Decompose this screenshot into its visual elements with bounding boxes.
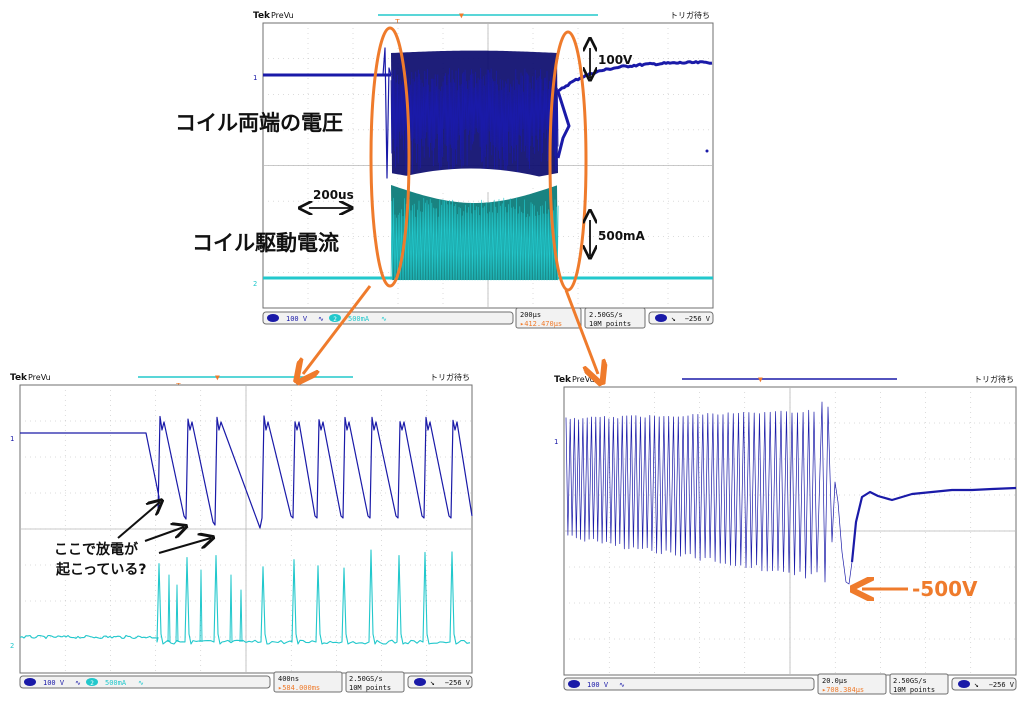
mode-label: PreVu bbox=[271, 11, 294, 20]
mode-label: PreVu bbox=[28, 373, 51, 382]
ch1-badge bbox=[568, 680, 580, 688]
channel-status-box[interactable] bbox=[563, 677, 815, 691]
brand-label: Tek bbox=[554, 375, 572, 385]
waveforms bbox=[565, 401, 1017, 585]
trigger-status: トリガ待ち bbox=[974, 374, 1014, 384]
ch1-ground-marker: 1 bbox=[554, 438, 558, 446]
ch2-spike bbox=[199, 569, 203, 643]
falling-edge-icon: ↘ bbox=[671, 314, 676, 323]
mode-label: PreVu bbox=[572, 375, 595, 384]
ch1-badge bbox=[24, 678, 36, 686]
ch2-scale: 500mA bbox=[348, 315, 370, 323]
time-span-label: 200us bbox=[313, 188, 354, 202]
trigger-position: ▸412.470µs bbox=[520, 320, 562, 328]
bw-icon-ch2: ∿ bbox=[138, 679, 144, 687]
ch1-ground-marker: 1 bbox=[10, 435, 14, 443]
bottom-left-scope-screen: Tek PreVu トリガ待ち T ▼ 1 2 100 V ∿ 2 500mA … bbox=[8, 370, 478, 695]
waveforms bbox=[263, 47, 713, 281]
trigger-ch-badge bbox=[958, 680, 970, 688]
trigger-box[interactable] bbox=[951, 677, 1017, 691]
ch2-trace bbox=[19, 549, 471, 645]
ch1-trace bbox=[565, 401, 1017, 585]
ch1-scale: 100 V bbox=[43, 679, 65, 687]
ch2-ground-marker: 2 bbox=[253, 280, 257, 288]
trigger-level: −256 V bbox=[989, 681, 1015, 689]
timebase-box[interactable] bbox=[273, 671, 343, 693]
ch1-badge bbox=[267, 314, 279, 322]
timebase-box[interactable] bbox=[817, 673, 887, 695]
sample-rate: 2.50GS/s bbox=[893, 677, 927, 685]
timebase: 400ns bbox=[278, 675, 299, 683]
trigger-level: −256 V bbox=[445, 679, 471, 687]
waveforms bbox=[19, 415, 473, 645]
ch1-scale: 100 V bbox=[587, 681, 609, 689]
trigger-level: −256 V bbox=[685, 315, 711, 323]
ch2-spike bbox=[167, 574, 171, 643]
trigger-status: トリガ待ち bbox=[430, 372, 470, 382]
timebase: 20.0µs bbox=[822, 677, 847, 685]
trigger-ch-badge bbox=[414, 678, 426, 686]
record-length: 10M points bbox=[893, 686, 935, 694]
trigger-pos-icon: ▼ bbox=[215, 373, 220, 382]
ch1-trace-tail bbox=[850, 486, 1017, 563]
ch2-number: 2 bbox=[90, 680, 94, 687]
current-scale-label: 500mA bbox=[598, 229, 645, 243]
voltage-label: コイル両端の電圧 bbox=[175, 111, 343, 135]
acquisition-box[interactable] bbox=[345, 671, 405, 693]
trigger-position: ▸708.384µs bbox=[822, 686, 864, 694]
trigger-pos-icon: ▼ bbox=[758, 375, 763, 384]
neg-peak-label: -500V bbox=[912, 577, 978, 601]
bottom-right-scope-screen: Tek PreVu トリガ待ち ▼ 1 100 V ∿ 20.0µs ▸708.… bbox=[552, 372, 1020, 697]
acquisition-box[interactable] bbox=[889, 673, 949, 695]
ch1-scale: 100 V bbox=[286, 315, 308, 323]
ch2-spike bbox=[229, 574, 233, 643]
ch2-ground-marker: 2 bbox=[10, 642, 14, 650]
brand-label: Tek bbox=[10, 373, 28, 383]
falling-edge-icon: ↘ bbox=[430, 678, 435, 687]
trace-end-dot bbox=[705, 149, 709, 153]
timebase: 200µs bbox=[520, 311, 541, 319]
trigger-box[interactable] bbox=[407, 675, 473, 689]
ch2-trace-burst bbox=[390, 197, 559, 281]
trigger-pos-icon: ▼ bbox=[459, 11, 464, 20]
record-length: 10M points bbox=[349, 684, 391, 692]
voltage-scale-label: 100V bbox=[598, 53, 633, 67]
trigger-status: トリガ待ち bbox=[670, 10, 710, 20]
top-scope-svg: Tek PreVu トリガ待ち T ▼ 1 2 100 V ∿ 2 500mA … bbox=[253, 10, 714, 329]
bottom-right-scope-svg: Tek PreVu トリガ待ち ▼ 1 100 V ∿ 20.0µs ▸708.… bbox=[554, 374, 1017, 695]
top-scope-screen: Tek PreVu トリガ待ち T ▼ 1 2 100 V ∿ 2 500mA … bbox=[253, 8, 717, 330]
bottom-left-scope-svg: Tek PreVu トリガ待ち T ▼ 1 2 100 V ∿ 2 500mA … bbox=[10, 372, 473, 693]
discharge-note-line2: 起こっている? bbox=[56, 559, 147, 579]
ch2-spike bbox=[175, 584, 179, 643]
trigger-position: ▸584.000ms bbox=[278, 684, 320, 692]
ch1-ground-marker: 1 bbox=[253, 74, 257, 82]
bw-icon: ∿ bbox=[619, 681, 625, 689]
sample-rate: 2.50GS/s bbox=[589, 311, 623, 319]
ch1-trace-burst bbox=[390, 67, 559, 173]
record-length: 10M points bbox=[589, 320, 631, 328]
ch2-number: 2 bbox=[333, 316, 337, 323]
ch1-trace bbox=[20, 415, 473, 529]
channel-status-box[interactable] bbox=[19, 675, 271, 689]
ch2-badge bbox=[86, 678, 98, 686]
sample-rate: 2.50GS/s bbox=[349, 675, 383, 683]
burst-gap bbox=[398, 168, 553, 194]
falling-edge-icon: ↘ bbox=[974, 680, 979, 689]
bw-icon: ∿ bbox=[75, 679, 81, 687]
discharge-note-line1: ここで放電が bbox=[54, 539, 138, 559]
bw-icon-ch2: ∿ bbox=[381, 315, 387, 323]
trigger-box[interactable] bbox=[648, 311, 714, 325]
current-label: コイル駆動電流 bbox=[192, 231, 339, 255]
bw-icon: ∿ bbox=[318, 315, 324, 323]
trigger-ch-badge bbox=[655, 314, 667, 322]
ch2-spike bbox=[239, 589, 243, 643]
brand-label: Tek bbox=[253, 11, 271, 21]
ch2-scale: 500mA bbox=[105, 679, 127, 687]
